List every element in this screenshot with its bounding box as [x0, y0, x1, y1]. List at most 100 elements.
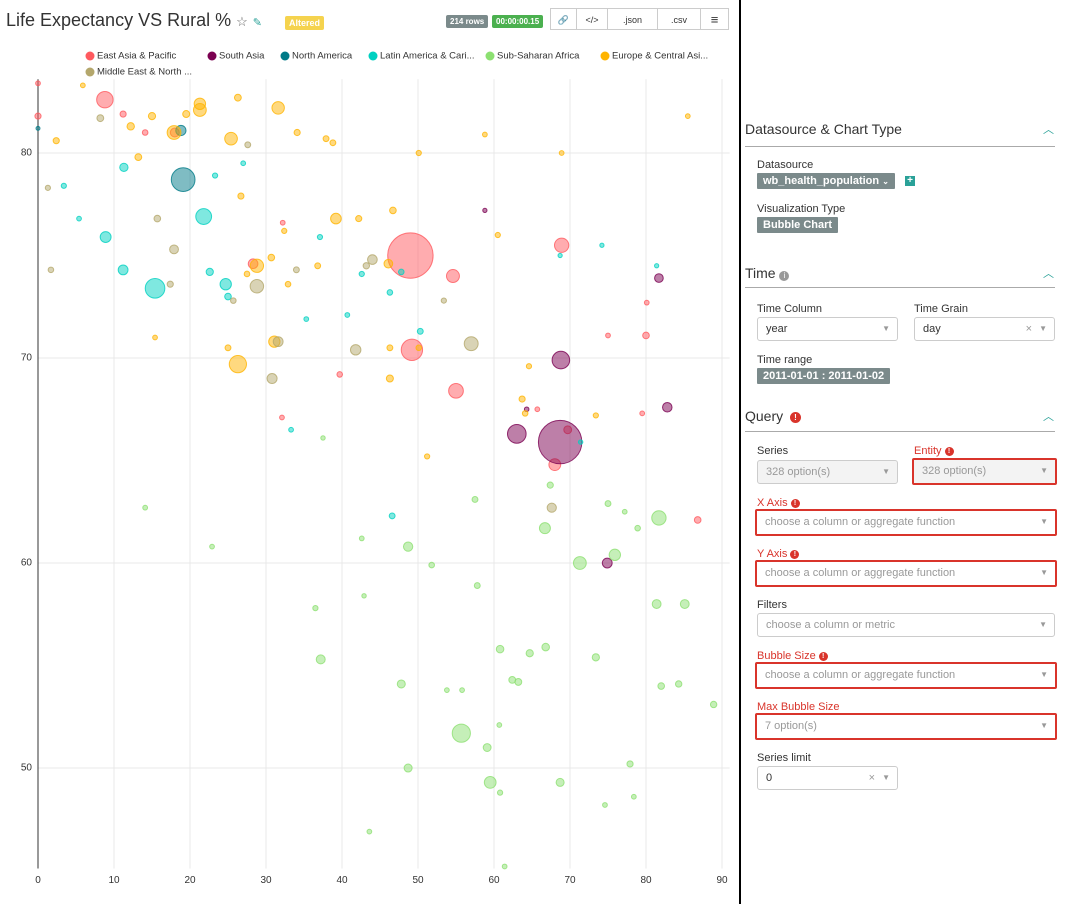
- bubble: [385, 374, 394, 383]
- series: [34, 80, 702, 524]
- series-limit-select[interactable]: 0 × ▼: [757, 766, 898, 790]
- menu-button[interactable]: ≡: [700, 8, 729, 30]
- chart: 0 10 20 30 40 50 60 70 80 90 50 60 70 80 East Asia & P…: [21, 51, 730, 886]
- bubble: [316, 233, 324, 241]
- bubble: [555, 777, 565, 787]
- embed-button[interactable]: </>: [576, 8, 608, 30]
- field-label: Series limit: [757, 752, 811, 764]
- x-tick-label: 90: [716, 875, 728, 886]
- time-column-select[interactable]: year ▼: [757, 317, 898, 341]
- bubble: [577, 439, 584, 445]
- section-title-text: Time: [745, 265, 776, 281]
- bubble: [96, 90, 114, 109]
- time-range[interactable]: 2011-01-01 : 2011-01-02: [757, 368, 891, 384]
- bubble: [52, 137, 60, 145]
- bubble: [459, 687, 465, 694]
- field-label: X Axis!: [757, 497, 800, 509]
- bubble: [546, 502, 557, 513]
- bubble: [271, 101, 285, 115]
- viz-type-select[interactable]: Bubble Chart: [757, 217, 839, 233]
- field-label: Series: [757, 445, 789, 457]
- x-axis-select[interactable]: choose a column or aggregate function ▼: [755, 509, 1057, 536]
- json-button[interactable]: .json: [607, 8, 658, 30]
- bubble: [630, 793, 637, 800]
- x-tick-label: 20: [184, 875, 196, 886]
- bubble: [448, 382, 464, 399]
- bubble: [501, 863, 508, 870]
- bubble: [538, 522, 551, 535]
- bubble: [336, 371, 344, 378]
- field-label: Y Axis!: [757, 548, 800, 560]
- csv-button[interactable]: .csv: [657, 8, 701, 30]
- bubble: [608, 548, 622, 561]
- select-value: choose a column or aggregate function: [765, 669, 956, 681]
- edit-icon[interactable]: ✎: [252, 17, 263, 29]
- datasource-select[interactable]: wb_health_population ⌄: [757, 173, 895, 189]
- filters-select[interactable]: choose a column or metric ▼: [757, 613, 1055, 637]
- bubble: [534, 406, 541, 413]
- bubble: [424, 453, 431, 460]
- x-tick-label: 60: [488, 875, 500, 886]
- bubble: [383, 258, 394, 269]
- max-bubble-size-select[interactable]: 7 option(s) ▼: [755, 713, 1057, 740]
- bubble: [396, 679, 406, 689]
- section-title[interactable]: Query !: [745, 408, 802, 424]
- bubble: [237, 192, 245, 200]
- bubble: [525, 649, 534, 658]
- series: [60, 160, 660, 520]
- y-tick-label: 60: [21, 558, 33, 569]
- x-tick-label: 10: [108, 875, 120, 886]
- bubble: [482, 743, 492, 752]
- bubble: [192, 103, 207, 117]
- bubble: [366, 828, 373, 835]
- bubble: [281, 227, 288, 235]
- legend-swatch: [85, 67, 95, 77]
- bubble: [169, 244, 179, 255]
- bubble: [482, 131, 488, 138]
- bubble: [591, 653, 600, 662]
- divider: [739, 0, 741, 904]
- bubble: [249, 258, 265, 273]
- bubble: [76, 215, 82, 222]
- bubble: [494, 231, 501, 239]
- bubble: [572, 556, 587, 570]
- section-title[interactable]: Time i: [745, 265, 790, 281]
- series-select[interactable]: 328 option(s) ▼: [757, 460, 898, 484]
- star-icon[interactable]: ☆: [236, 14, 248, 29]
- bubble: [315, 654, 326, 665]
- bubble: [651, 599, 662, 609]
- bubble: [99, 231, 112, 244]
- entity-select[interactable]: 328 option(s) ▼: [912, 458, 1057, 485]
- bubble: [284, 280, 292, 288]
- bubble: [279, 414, 285, 421]
- bubble: [329, 139, 337, 147]
- collapse-icon[interactable]: ︿: [1043, 411, 1054, 423]
- collapse-icon[interactable]: ︿: [1043, 268, 1054, 280]
- collapse-icon[interactable]: ︿: [1043, 124, 1054, 136]
- bubble: [541, 642, 550, 652]
- add-datasource[interactable]: +: [905, 176, 915, 186]
- label-text: X Axis: [757, 497, 788, 509]
- bubble: [546, 481, 554, 489]
- y-axis-select[interactable]: choose a column or aggregate function ▼: [755, 560, 1057, 587]
- time-grain-select[interactable]: day × ▼: [914, 317, 1055, 341]
- bubble: [153, 214, 162, 223]
- bubble: [657, 682, 666, 690]
- section-title[interactable]: Datasource & Chart Type: [745, 121, 902, 137]
- x-tick-label: 40: [336, 875, 348, 886]
- bubble: [152, 334, 158, 341]
- select-value: choose a column or metric: [766, 619, 895, 631]
- label-text: Bubble Size: [757, 650, 816, 662]
- bubble: [495, 644, 505, 654]
- bubble: [233, 93, 242, 102]
- link-button[interactable]: 🔗: [550, 8, 577, 30]
- bubble: [397, 268, 405, 276]
- bubble: [444, 687, 450, 694]
- bubble: [558, 150, 565, 156]
- bubble-size-select[interactable]: choose a column or aggregate function ▼: [755, 662, 1057, 689]
- select-value: 0: [766, 772, 773, 784]
- series: [482, 207, 673, 569]
- bubble: [320, 435, 326, 441]
- bubble: [224, 344, 232, 352]
